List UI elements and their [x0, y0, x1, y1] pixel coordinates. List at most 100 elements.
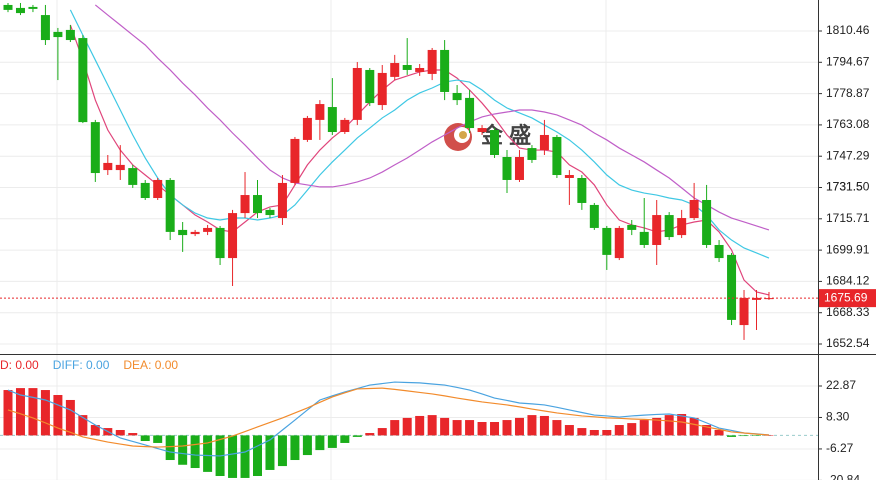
candle-body [739, 297, 749, 326]
macd-bar [28, 388, 38, 436]
candle-body [165, 179, 175, 232]
watermark: 金 盛 [480, 123, 531, 148]
candle-body [502, 156, 512, 180]
candle-body [614, 227, 624, 259]
macd-bar [415, 415, 425, 436]
candle-body [140, 182, 150, 199]
candle-body [40, 15, 50, 41]
candle-body [327, 107, 337, 133]
candle-body [465, 97, 475, 129]
y-tick-label: 1778.87 [826, 86, 870, 100]
macd-bar [514, 417, 524, 436]
candle-body [28, 6, 38, 9]
y-tick-label: 1747.29 [826, 148, 870, 162]
macd-bar [652, 417, 662, 436]
macd-bar [40, 390, 50, 436]
candle-body [539, 134, 549, 151]
macd-bar [702, 425, 712, 436]
time-grid [0, 0, 818, 480]
candle-body [240, 195, 250, 214]
macd-bar [265, 435, 275, 470]
macd-bar [664, 415, 674, 436]
macd-bar [290, 435, 300, 461]
candle-body [15, 7, 25, 14]
macd-bar [352, 435, 362, 437]
macd-bar [402, 417, 412, 436]
moving-average-line [69, 9, 770, 259]
macd-bar [602, 429, 612, 436]
candle-body [452, 92, 462, 101]
y-tick-label: 1668.33 [826, 305, 870, 319]
candle-body [352, 67, 362, 120]
candle-body [639, 231, 649, 245]
candle-body [752, 297, 761, 300]
macd-bar [277, 435, 287, 467]
legend-entry: D: 0.00 [0, 358, 39, 372]
y-tick-label: 1763.08 [826, 117, 870, 131]
candle-body [490, 130, 500, 155]
macd-bar [577, 428, 587, 436]
macd-bar [627, 423, 637, 436]
macd-bar [253, 435, 262, 477]
legend-entry: DIFF: 0.00 [53, 358, 110, 372]
candle-body [302, 117, 312, 140]
macd-bar [340, 435, 350, 443]
macd-bar [427, 415, 437, 436]
macd-bar [490, 422, 500, 436]
y-tick-label: 1731.5 [826, 180, 863, 194]
candle-body [215, 227, 225, 259]
candle-body [153, 179, 163, 199]
watermark-logo-dot [459, 131, 467, 139]
macd-bar [452, 420, 462, 436]
candle-body [589, 204, 599, 228]
candle-body [365, 69, 375, 104]
candle-body [527, 148, 537, 160]
macd-bar [203, 435, 213, 472]
macd-bar [15, 388, 25, 436]
macd-bar [65, 399, 75, 436]
candle-body [514, 156, 524, 180]
candle-body [53, 31, 63, 38]
candle-body [65, 29, 75, 41]
macd-bar [53, 395, 63, 436]
macd-bar [3, 390, 13, 436]
candle-body [564, 175, 574, 178]
candle-body [727, 254, 737, 320]
candle-body [440, 49, 450, 92]
candle-body [402, 65, 412, 70]
macd-bar [440, 417, 450, 436]
y-tick-label: 22.87 [826, 378, 856, 392]
legend-entry: DEA: 0.00 [123, 358, 178, 372]
macd-bar [153, 435, 163, 443]
macd-bar [614, 425, 624, 436]
candle-body [552, 136, 562, 176]
candle-body [190, 231, 200, 235]
macd-bar [78, 415, 88, 436]
macd-bar [140, 435, 150, 442]
candle-body [78, 38, 88, 123]
macd-bar [190, 435, 200, 469]
candle-body [315, 104, 325, 120]
last-price-label: 1675.69 [824, 290, 868, 304]
macd-bar [552, 420, 562, 436]
last-price-box [819, 289, 876, 308]
candle-body [702, 199, 712, 245]
candle-body [602, 227, 612, 255]
candle-body [3, 4, 13, 10]
macd-bar [377, 428, 387, 436]
macd-bar [689, 417, 699, 436]
candle-body [714, 244, 724, 259]
candle-body [627, 224, 637, 230]
macd-bar [639, 420, 649, 436]
candle-body [689, 199, 699, 219]
candle-body [90, 122, 100, 174]
y-tick-label: 1699.91 [826, 242, 870, 256]
y-tick-label: 1684.12 [826, 274, 870, 288]
macd-line [7, 387, 770, 448]
candle-body [290, 138, 300, 183]
candle-body [577, 177, 587, 203]
candle-body [415, 67, 425, 72]
candle-body [377, 72, 387, 106]
